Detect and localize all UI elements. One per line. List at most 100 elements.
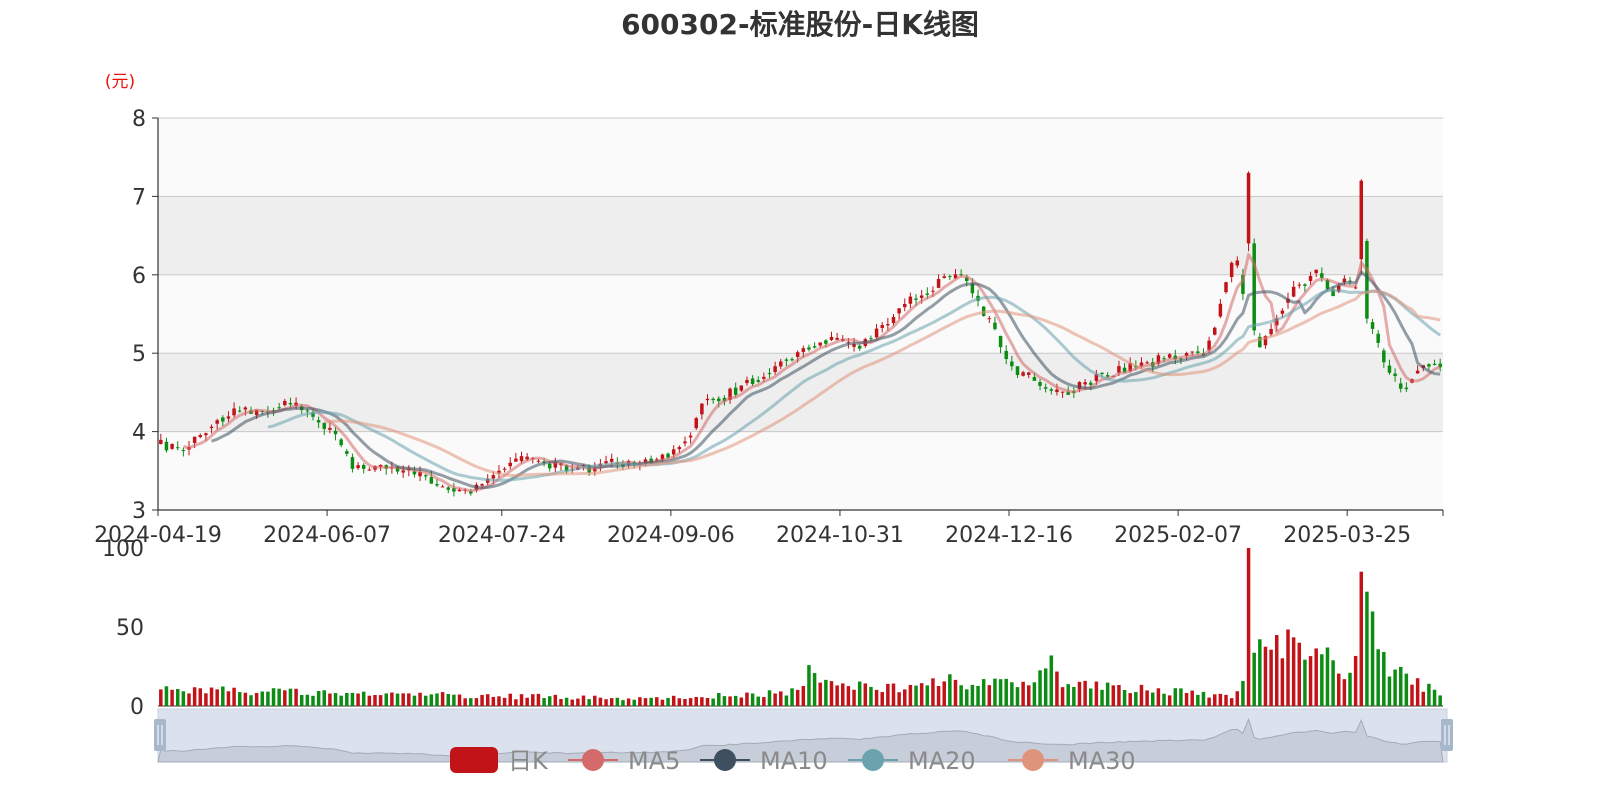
volume-bar[interactable] <box>1190 690 1194 706</box>
candle[interactable] <box>880 321 884 333</box>
volume-bar[interactable] <box>1308 656 1313 706</box>
candle[interactable] <box>700 403 704 420</box>
volume-bar[interactable] <box>305 694 310 706</box>
volume-bar[interactable] <box>1331 660 1335 706</box>
candle[interactable] <box>435 478 439 488</box>
candle[interactable] <box>891 313 896 326</box>
volume-bar[interactable] <box>801 686 806 706</box>
candle[interactable] <box>897 308 901 320</box>
volume-bar[interactable] <box>491 696 496 706</box>
volume-bar[interactable] <box>948 674 952 706</box>
volume-bar[interactable] <box>998 679 1003 706</box>
volume-bar[interactable] <box>1032 682 1037 706</box>
candle[interactable] <box>745 376 749 386</box>
candle[interactable] <box>993 316 997 331</box>
volume-bar[interactable] <box>790 688 794 706</box>
legend-item-日k[interactable]: 日K <box>450 747 549 775</box>
volume-bar[interactable] <box>1117 684 1121 706</box>
volume-bar[interactable] <box>581 695 586 706</box>
candle[interactable] <box>1404 382 1409 392</box>
candle[interactable] <box>1004 345 1008 365</box>
volume-bar[interactable] <box>463 698 467 706</box>
volume-bar[interactable] <box>1438 695 1442 706</box>
volume-bar[interactable] <box>418 692 422 706</box>
volume-bar[interactable] <box>1432 689 1437 706</box>
volume-bar[interactable] <box>1094 681 1099 706</box>
volume-bar[interactable] <box>1314 648 1318 706</box>
candle[interactable] <box>1043 383 1048 393</box>
volume-bar[interactable] <box>254 692 259 706</box>
volume-bar[interactable] <box>886 683 890 706</box>
candle[interactable] <box>1212 326 1217 336</box>
candle[interactable] <box>750 375 755 387</box>
volume-bar[interactable] <box>175 689 180 706</box>
candle[interactable] <box>677 445 682 454</box>
volume-bar[interactable] <box>846 686 851 706</box>
volume-bar[interactable] <box>970 684 975 706</box>
volume-bar[interactable] <box>384 693 389 706</box>
volume-bar[interactable] <box>164 686 169 706</box>
volume-bar[interactable] <box>604 699 608 706</box>
candle[interactable] <box>322 422 327 436</box>
candle[interactable] <box>226 411 231 423</box>
candle[interactable] <box>1167 353 1172 359</box>
candle[interactable] <box>1145 360 1149 364</box>
volume-bar[interactable] <box>1218 693 1223 706</box>
volume-bar[interactable] <box>1179 688 1183 706</box>
candle[interactable] <box>170 443 174 450</box>
volume-bar[interactable] <box>209 687 214 706</box>
candle[interactable] <box>857 344 862 351</box>
volume-bar[interactable] <box>576 698 580 706</box>
volume-bar[interactable] <box>373 695 377 706</box>
volume-bar[interactable] <box>288 688 293 706</box>
volume-bar[interactable] <box>1027 685 1031 706</box>
volume-bar[interactable] <box>1370 611 1375 706</box>
volume-bar[interactable] <box>931 678 935 706</box>
volume-bar[interactable] <box>1246 548 1251 706</box>
volume-bar[interactable] <box>277 688 281 706</box>
candle[interactable] <box>948 274 952 281</box>
candle[interactable] <box>333 426 338 441</box>
volume-bar[interactable] <box>677 698 682 706</box>
candle[interactable] <box>1038 378 1042 391</box>
candle[interactable] <box>452 482 456 497</box>
volume-bar[interactable] <box>1128 693 1132 706</box>
candle[interactable] <box>311 409 315 421</box>
volume-bar[interactable] <box>215 689 219 706</box>
candle[interactable] <box>733 382 738 398</box>
volume-bar[interactable] <box>666 697 670 706</box>
candle[interactable] <box>790 357 794 362</box>
volume-bar[interactable] <box>908 684 913 706</box>
candle[interactable] <box>953 269 958 280</box>
legend-item-ma10[interactable]: MA10 <box>700 747 828 775</box>
volume-bar[interactable] <box>1404 673 1409 706</box>
volume-bar[interactable] <box>361 691 366 706</box>
volume-bar[interactable] <box>1274 635 1279 706</box>
volume-bar[interactable] <box>852 689 856 706</box>
candle[interactable] <box>694 416 698 431</box>
candle[interactable] <box>998 335 1003 354</box>
candle[interactable] <box>1365 238 1369 324</box>
volume-bar[interactable] <box>1241 681 1245 706</box>
volume-bar[interactable] <box>1387 676 1392 706</box>
candle[interactable] <box>514 452 518 462</box>
volume-bar[interactable] <box>260 691 265 706</box>
volume-bar[interactable] <box>311 695 315 706</box>
candle[interactable] <box>739 385 744 392</box>
candle[interactable] <box>339 437 343 448</box>
legend-item-ma5[interactable]: MA5 <box>568 747 680 775</box>
volume-bar[interactable] <box>299 695 304 706</box>
candle[interactable] <box>181 447 186 457</box>
volume-bar[interactable] <box>728 696 732 706</box>
volume-bar[interactable] <box>1393 669 1397 706</box>
volume-bar[interactable] <box>469 698 473 706</box>
volume-bar[interactable] <box>1021 681 1025 706</box>
volume-bar[interactable] <box>204 693 208 706</box>
volume-bar[interactable] <box>187 693 191 706</box>
candle[interactable] <box>835 332 839 341</box>
candle[interactable] <box>1229 261 1234 283</box>
volume-bar[interactable] <box>818 682 822 706</box>
candle[interactable] <box>711 397 715 404</box>
candle[interactable] <box>908 292 913 309</box>
candle[interactable] <box>1415 365 1420 374</box>
